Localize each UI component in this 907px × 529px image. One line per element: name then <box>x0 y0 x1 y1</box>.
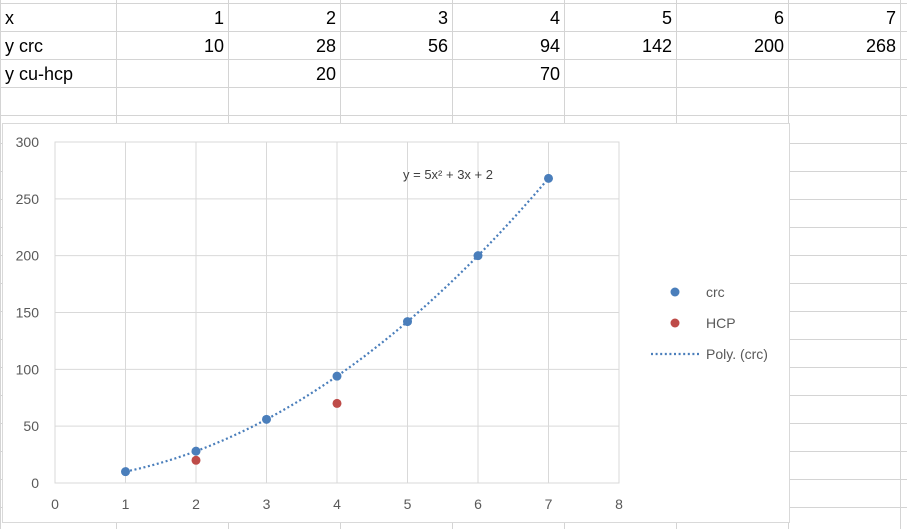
value-cell[interactable]: 28 <box>315 36 336 56</box>
trendline-equation: y = 5x² + 3x + 2 <box>403 167 493 182</box>
legend-label: crc <box>706 284 725 300</box>
value-cell[interactable]: 94 <box>539 36 560 56</box>
x-tick-label: 8 <box>615 496 623 512</box>
legend-item-poly-crc[interactable]: Poly. (crc) <box>651 346 768 362</box>
x-tick-label: 7 <box>545 496 553 512</box>
data-point-crc[interactable] <box>191 446 201 456</box>
legend-marker <box>670 287 680 297</box>
x-tick-label: 2 <box>192 496 200 512</box>
value-cell[interactable]: 7 <box>885 8 896 28</box>
value-cell[interactable] <box>116 59 224 87</box>
legend-item-hcp[interactable]: HCP <box>670 315 736 331</box>
data-point-crc[interactable] <box>262 414 271 424</box>
data-point-crc[interactable] <box>544 173 553 183</box>
y-tick-label: 150 <box>16 305 40 321</box>
data-points <box>121 173 553 477</box>
y-axis-ticks: 0 50 100 150 200 250 300 <box>16 134 40 491</box>
x-tick-label: 5 <box>404 496 412 512</box>
value-cell[interactable]: 5 <box>661 8 672 28</box>
row-label-cell[interactable]: x <box>5 8 14 28</box>
row-label-cell[interactable]: y crc <box>5 36 43 56</box>
row-label-cell[interactable]: y cu-hcp <box>5 64 74 84</box>
legend-item-crc[interactable]: crc <box>670 284 725 300</box>
y-tick-label: 100 <box>16 361 40 377</box>
y-tick-label: 250 <box>16 191 40 207</box>
legend-label: Poly. (crc) <box>706 346 768 362</box>
value-cell[interactable] <box>788 59 896 87</box>
chart-area[interactable]: 0 1 2 3 4 5 6 7 8 0 50 100 150 200 250 300 y = 5x² + 3… <box>2 123 790 523</box>
value-cell[interactable]: 1 <box>213 8 224 28</box>
value-cell[interactable]: 142 <box>641 36 672 56</box>
legend[interactable]: crc HCP Poly. (crc) <box>651 284 768 362</box>
value-cell[interactable]: 6 <box>773 8 784 28</box>
value-cell[interactable]: 4 <box>549 8 560 28</box>
y-tick-label: 200 <box>16 248 40 264</box>
x-axis-ticks: 0 1 2 3 4 5 6 7 8 <box>51 496 623 512</box>
scatter-chart: 0 1 2 3 4 5 6 7 8 0 50 100 150 200 250 300 y = 5x² + 3… <box>16 134 768 512</box>
value-cell[interactable]: 200 <box>753 36 784 56</box>
value-cell[interactable]: 3 <box>437 8 448 28</box>
y-tick-label: 0 <box>31 475 39 491</box>
y-tick-label: 300 <box>16 134 40 150</box>
value-cell[interactable]: 56 <box>427 36 448 56</box>
data-point-crc[interactable] <box>473 251 483 261</box>
value-cell[interactable] <box>676 59 784 87</box>
value-cell[interactable]: 2 <box>325 8 336 28</box>
data-point-hcp[interactable] <box>332 398 342 408</box>
legend-label: HCP <box>706 315 736 331</box>
x-tick-label: 1 <box>122 496 130 512</box>
y-tick-label: 50 <box>23 418 39 434</box>
value-cell[interactable]: 70 <box>539 64 560 84</box>
value-cell[interactable] <box>340 59 448 87</box>
value-cell[interactable]: 10 <box>203 36 224 56</box>
x-tick-label: 4 <box>333 496 341 512</box>
value-cell[interactable]: 268 <box>865 36 896 56</box>
data-point-crc[interactable] <box>332 371 342 381</box>
value-cell[interactable]: 20 <box>315 64 336 84</box>
x-tick-label: 6 <box>474 496 482 512</box>
plot-gridlines <box>54 141 620 484</box>
x-tick-label: 0 <box>51 496 59 512</box>
x-tick-label: 3 <box>263 496 271 512</box>
data-point-crc[interactable] <box>403 317 412 327</box>
data-point-hcp[interactable] <box>191 455 201 465</box>
data-point-crc[interactable] <box>121 467 130 477</box>
legend-marker <box>670 318 680 328</box>
value-cell[interactable] <box>564 59 672 87</box>
